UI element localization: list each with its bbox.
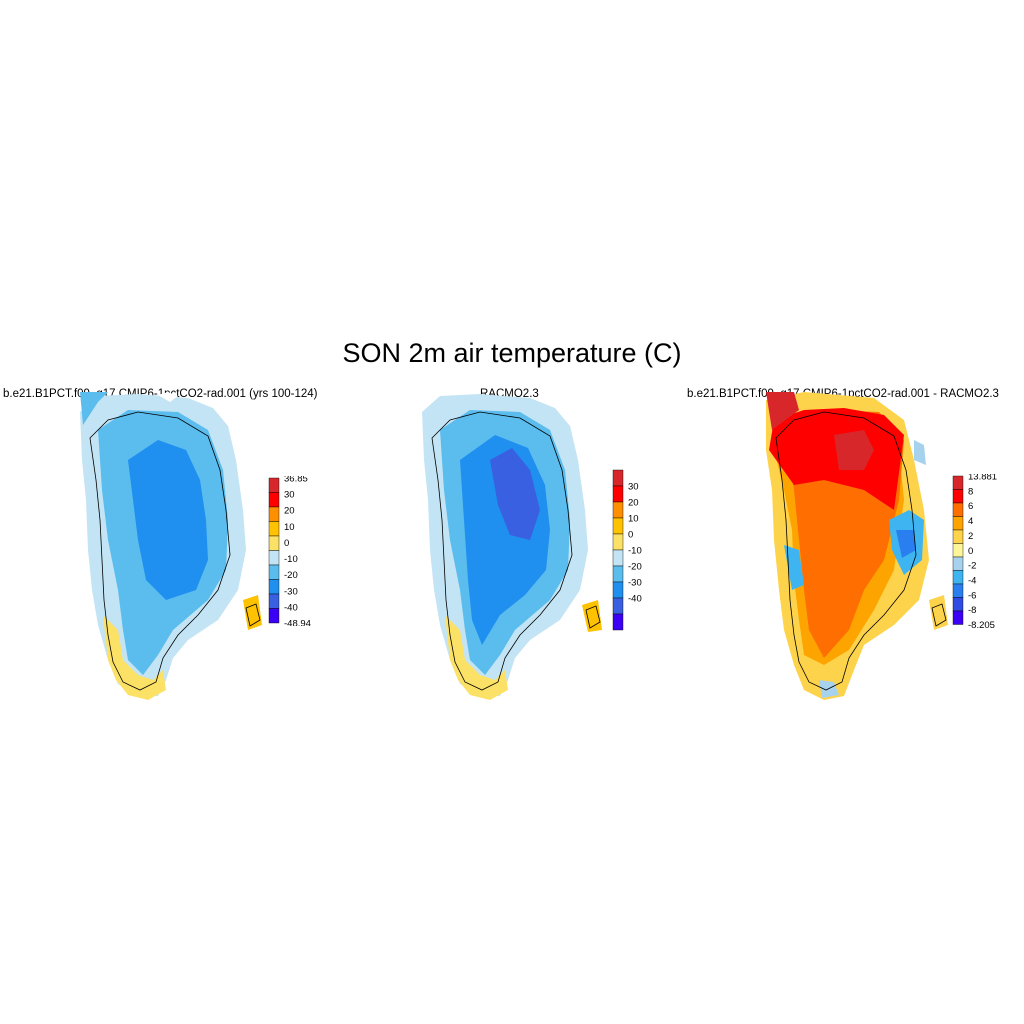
colorbar-box xyxy=(952,529,964,544)
colorbar-box xyxy=(952,570,964,585)
colorbar-box xyxy=(952,502,964,517)
colorbar-label: 36.85 xyxy=(284,476,308,485)
colorbar-label: 6 xyxy=(968,501,973,512)
colorbar-box xyxy=(268,521,280,537)
colorbar-label: -10 xyxy=(628,546,642,557)
colorbar-box xyxy=(952,583,964,598)
colorbar-panel-1: 36.85 30 20 10 0 -10 -20 -30 -40 -48.94 xyxy=(268,476,311,627)
colorbar-box xyxy=(952,475,964,490)
colorbar-label: 13.881 xyxy=(968,474,997,483)
colorbar-box xyxy=(612,517,624,535)
colorbar-box xyxy=(612,485,624,503)
coastline xyxy=(431,411,573,691)
figure-title: SON 2m air temperature (C) xyxy=(342,338,682,368)
colorbar-box xyxy=(952,556,964,571)
colorbar-box xyxy=(612,469,624,487)
colorbar-box xyxy=(952,516,964,531)
colorbar-label: -20 xyxy=(284,570,298,581)
colorbar-box xyxy=(612,533,624,551)
colorbar-label: 20 xyxy=(628,498,639,509)
colorbar-label: -8 xyxy=(968,605,976,616)
colorbar-box xyxy=(952,610,964,625)
colorbar-label: -6 xyxy=(968,590,976,601)
colorbar-label: 0 xyxy=(628,530,633,541)
colorbar-label: -8.205 xyxy=(968,620,995,631)
colorbar-label: 10 xyxy=(628,514,639,525)
coastline xyxy=(89,411,231,691)
colorbar-box xyxy=(268,579,280,595)
colorbar-box xyxy=(268,506,280,522)
colorbar-box xyxy=(612,597,624,615)
colorbar-box xyxy=(612,581,624,599)
map-field xyxy=(766,392,948,700)
colorbar-panel-2: 30 20 10 0 -10 -20 -30 -40 xyxy=(612,469,642,631)
colorbar-label: -48.94 xyxy=(284,619,311,627)
map-field xyxy=(422,394,602,700)
colorbar-label: -10 xyxy=(284,554,298,565)
colorbar-label: -30 xyxy=(628,578,642,589)
colorbar-panel-3: 13.881 8 6 4 2 0 -2 -4 -6 -8 -8.205 xyxy=(952,474,997,631)
colorbar-box xyxy=(952,543,964,558)
coastline-island xyxy=(585,605,601,629)
colorbar-label: -40 xyxy=(284,602,298,613)
colorbar-box xyxy=(612,565,624,583)
colorbar-box xyxy=(612,613,624,631)
colorbar-box xyxy=(268,564,280,580)
map-field xyxy=(80,392,262,700)
colorbar-box xyxy=(268,593,280,609)
colorbar-box xyxy=(612,549,624,567)
map-panel-3 xyxy=(766,392,948,700)
colorbar-box xyxy=(268,535,280,551)
colorbar-label: 0 xyxy=(284,538,289,549)
colorbar-label: 30 xyxy=(628,482,639,493)
map-panel-2 xyxy=(422,394,602,700)
map-panel-1 xyxy=(80,392,262,700)
colorbar-box xyxy=(612,501,624,519)
colorbar-label: -20 xyxy=(628,562,642,573)
colorbar-label: 30 xyxy=(284,490,295,501)
colorbar-label: 0 xyxy=(968,546,973,557)
colorbar-label: -30 xyxy=(284,586,298,597)
colorbar-box xyxy=(268,550,280,566)
colorbar-box xyxy=(268,608,280,624)
colorbar-box xyxy=(268,477,280,493)
colorbar-label: 8 xyxy=(968,486,973,497)
colorbar-label: 10 xyxy=(284,522,295,533)
colorbar-label: -2 xyxy=(968,561,976,572)
colorbar-label: 2 xyxy=(968,531,973,542)
colorbar-box xyxy=(268,492,280,508)
colorbar-label: -40 xyxy=(628,594,642,605)
coastline xyxy=(775,411,917,691)
colorbar-label: -4 xyxy=(968,575,976,586)
panel-3-title: b.e21.B1PCT.f09_g17.CMIP6-1pctCO2-rad.00… xyxy=(687,388,999,400)
colorbar-label: 20 xyxy=(284,506,295,517)
coastline-island xyxy=(931,603,947,627)
coastline-island xyxy=(245,603,261,627)
colorbar-box xyxy=(952,489,964,504)
colorbar-label: 4 xyxy=(968,516,973,527)
colorbar-box xyxy=(952,597,964,612)
